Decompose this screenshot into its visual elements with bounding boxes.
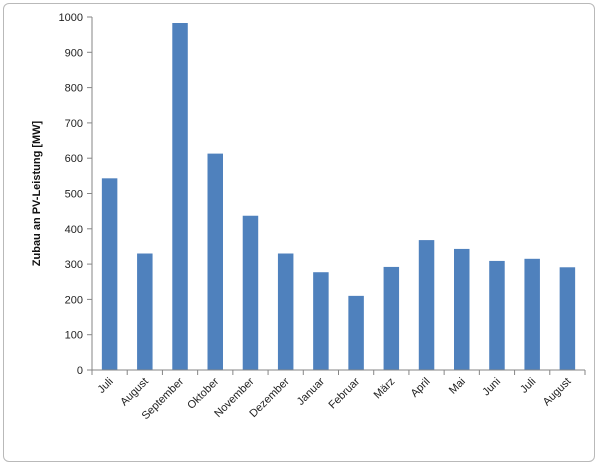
bar <box>172 23 188 370</box>
y-tick-label: 400 <box>65 224 83 236</box>
x-tick-label: März <box>372 376 398 402</box>
x-tick-label: Juli <box>518 376 538 396</box>
y-axis-title: Zubau an PV-Leistung [MW] <box>31 120 43 266</box>
bar <box>101 178 118 370</box>
bar <box>137 253 153 370</box>
bar <box>207 153 223 370</box>
x-tick-label: April <box>409 376 433 400</box>
y-tick-label: 500 <box>65 189 83 201</box>
y-axis-ticks: 0 100 200 300 400 500 600 700 800 900 1000 <box>59 12 92 377</box>
x-tick-label: Juli <box>96 376 116 396</box>
bar <box>348 295 364 370</box>
x-tick-label: Mai <box>447 376 468 397</box>
y-tick-label: 800 <box>65 83 83 95</box>
bar <box>277 253 294 370</box>
y-tick-label: 1000 <box>59 12 83 24</box>
chart-frame <box>3 3 595 462</box>
x-tick-label: August <box>118 376 151 409</box>
y-tick-label: 0 <box>77 365 83 377</box>
y-tick-label: 700 <box>65 118 83 130</box>
bars <box>101 23 576 370</box>
bar <box>559 267 576 370</box>
bar <box>489 260 505 370</box>
axes <box>91 17 586 375</box>
y-tick-label: 600 <box>65 153 83 165</box>
y-tick-label: 300 <box>65 259 83 271</box>
bar <box>524 258 540 370</box>
bar <box>242 215 259 370</box>
bar <box>383 266 400 370</box>
x-tick-label: Januar <box>295 375 328 408</box>
y-tick-label: 900 <box>65 47 83 59</box>
bar <box>418 240 435 370</box>
x-tick-label: Juni <box>480 376 503 399</box>
y-tick-label: 200 <box>65 294 83 306</box>
bar <box>313 272 329 370</box>
bar <box>454 248 470 370</box>
x-tick-label: August <box>541 376 574 409</box>
x-tick-label: Februar <box>326 375 362 411</box>
y-tick-label: 100 <box>65 330 83 342</box>
